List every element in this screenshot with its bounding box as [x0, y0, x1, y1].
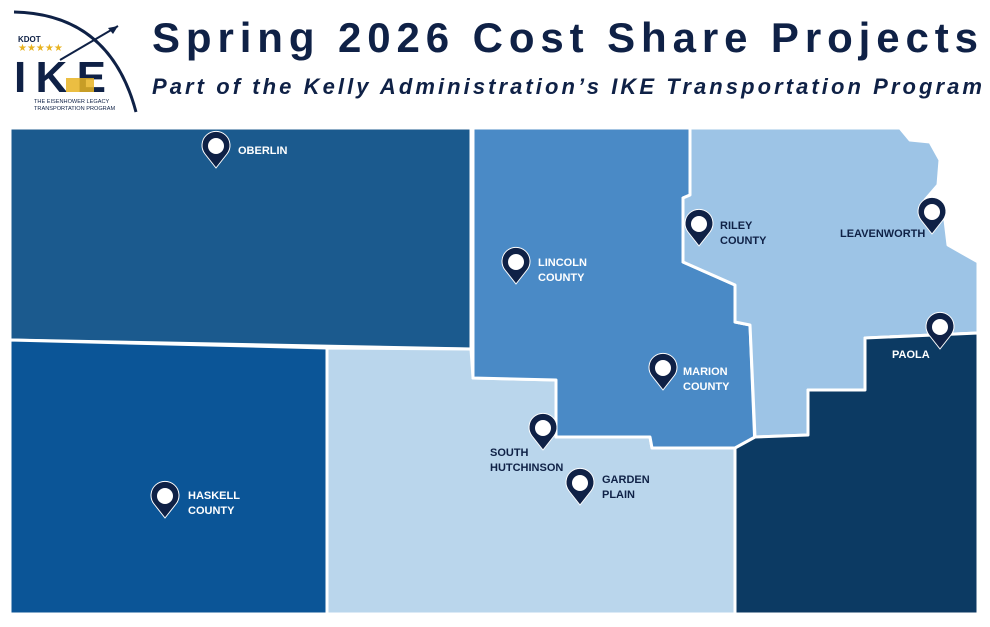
pins: OBERLIN LINCOLN COUNTY RILEY COUNTY LEAVENWOR…: [150, 130, 955, 519]
location-label: SOUTH: [490, 447, 529, 459]
region: [8, 338, 329, 616]
logo-agency: KDOT: [18, 35, 41, 44]
location-label: LEAVENWORTH: [840, 228, 925, 240]
pin-dot: [691, 216, 707, 232]
location-label: PLAIN: [602, 489, 635, 501]
location-label: RILEY: [720, 220, 753, 232]
logo-tagline: TRANSPORTATION PROGRAM: [34, 106, 115, 112]
logo: KDOT ★★★★★ IKE THE EISENHOWER LEGACY TRA…: [13, 10, 138, 113]
pin-dot: [655, 360, 671, 376]
location-label: MARION: [683, 366, 728, 378]
pin-dot: [508, 254, 524, 270]
location-label: HASKELL: [188, 490, 240, 502]
location-label: HUTCHINSON: [490, 462, 563, 474]
map: [8, 126, 980, 616]
logo-name: IKE: [14, 53, 106, 102]
pin-dot: [208, 138, 224, 154]
region: [733, 331, 980, 616]
location-label: GARDEN: [602, 474, 650, 486]
location-label: COUNTY: [188, 505, 235, 517]
title: Spring 2026 Cost Share Projects: [152, 14, 978, 61]
location-label: COUNTY: [538, 272, 585, 284]
logo-swoosh: [13, 10, 138, 113]
logo-accent: [66, 78, 94, 92]
location-label: COUNTY: [720, 235, 767, 247]
pin-dot: [535, 420, 551, 436]
subtitle: Part of the Kelly Administration’s IKE T…: [152, 74, 982, 99]
pin-dot: [157, 488, 173, 504]
location-label: LINCOLN: [538, 257, 587, 269]
pin-dot: [572, 475, 588, 491]
pin-dot: [932, 319, 948, 335]
location-label: OBERLIN: [238, 145, 288, 157]
logo-tagline: THE EISENHOWER LEGACY: [34, 99, 109, 105]
location-label: PAOLA: [892, 349, 930, 361]
location-label: COUNTY: [683, 381, 730, 393]
region: [8, 126, 473, 351]
logo-stars: ★★★★★: [18, 43, 63, 54]
logo-arrowhead: [108, 26, 118, 34]
pin-dot: [924, 204, 940, 220]
logo-arrow: [59, 25, 119, 61]
